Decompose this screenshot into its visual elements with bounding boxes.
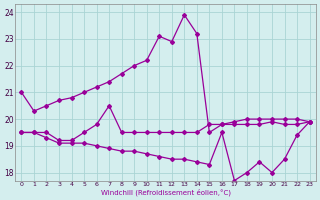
- X-axis label: Windchill (Refroidissement éolien,°C): Windchill (Refroidissement éolien,°C): [100, 188, 230, 196]
